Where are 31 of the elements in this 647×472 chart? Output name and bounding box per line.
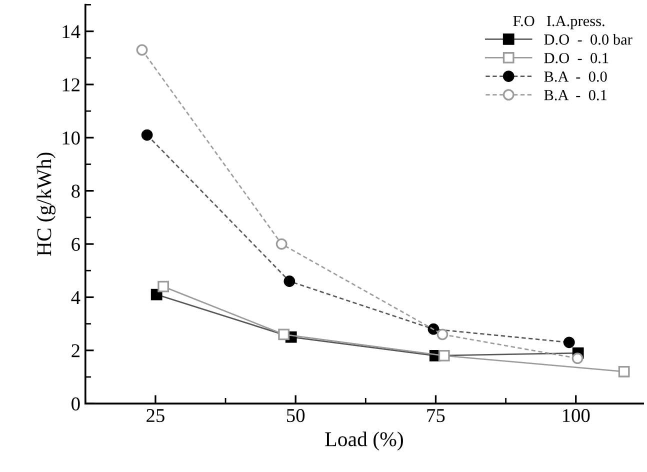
point — [563, 336, 575, 348]
legend-title: F.O I.A.press. — [513, 16, 604, 30]
point — [438, 350, 450, 362]
y-tick-label: 8 — [72, 184, 80, 198]
y-axis-title: HC (g/kWh) — [36, 152, 56, 256]
legend-label: D.O - 0.1 — [544, 52, 608, 64]
legend-label: B.A - 0.0 — [544, 71, 607, 82]
y-tick-label: 14 — [62, 25, 80, 38]
legend-label: B.A - 0.1 — [544, 90, 606, 100]
point — [436, 328, 448, 340]
point — [141, 129, 153, 141]
y-tick-label: 0 — [72, 397, 80, 410]
x-axis-title: Load (%) — [325, 432, 403, 451]
legend-label: D.O - 0.0 bar — [544, 34, 632, 45]
y-tick-label: 12 — [62, 78, 80, 92]
point — [136, 44, 148, 56]
x-tick-label: 50 — [287, 408, 305, 422]
point — [428, 323, 440, 335]
y-tick-label: 10 — [62, 131, 80, 145]
x-tick-label: 75 — [427, 409, 445, 422]
point — [618, 366, 630, 378]
point — [158, 280, 170, 292]
x-tick-label: 100 — [562, 408, 590, 422]
y-tick-label: 4 — [71, 291, 80, 304]
point — [284, 276, 296, 287]
x-tick-label: 25 — [146, 409, 164, 422]
y-tick-label: 6 — [72, 238, 80, 251]
point — [572, 352, 584, 364]
point — [278, 328, 290, 340]
point — [276, 238, 288, 250]
y-tick-label: 2 — [72, 344, 80, 358]
